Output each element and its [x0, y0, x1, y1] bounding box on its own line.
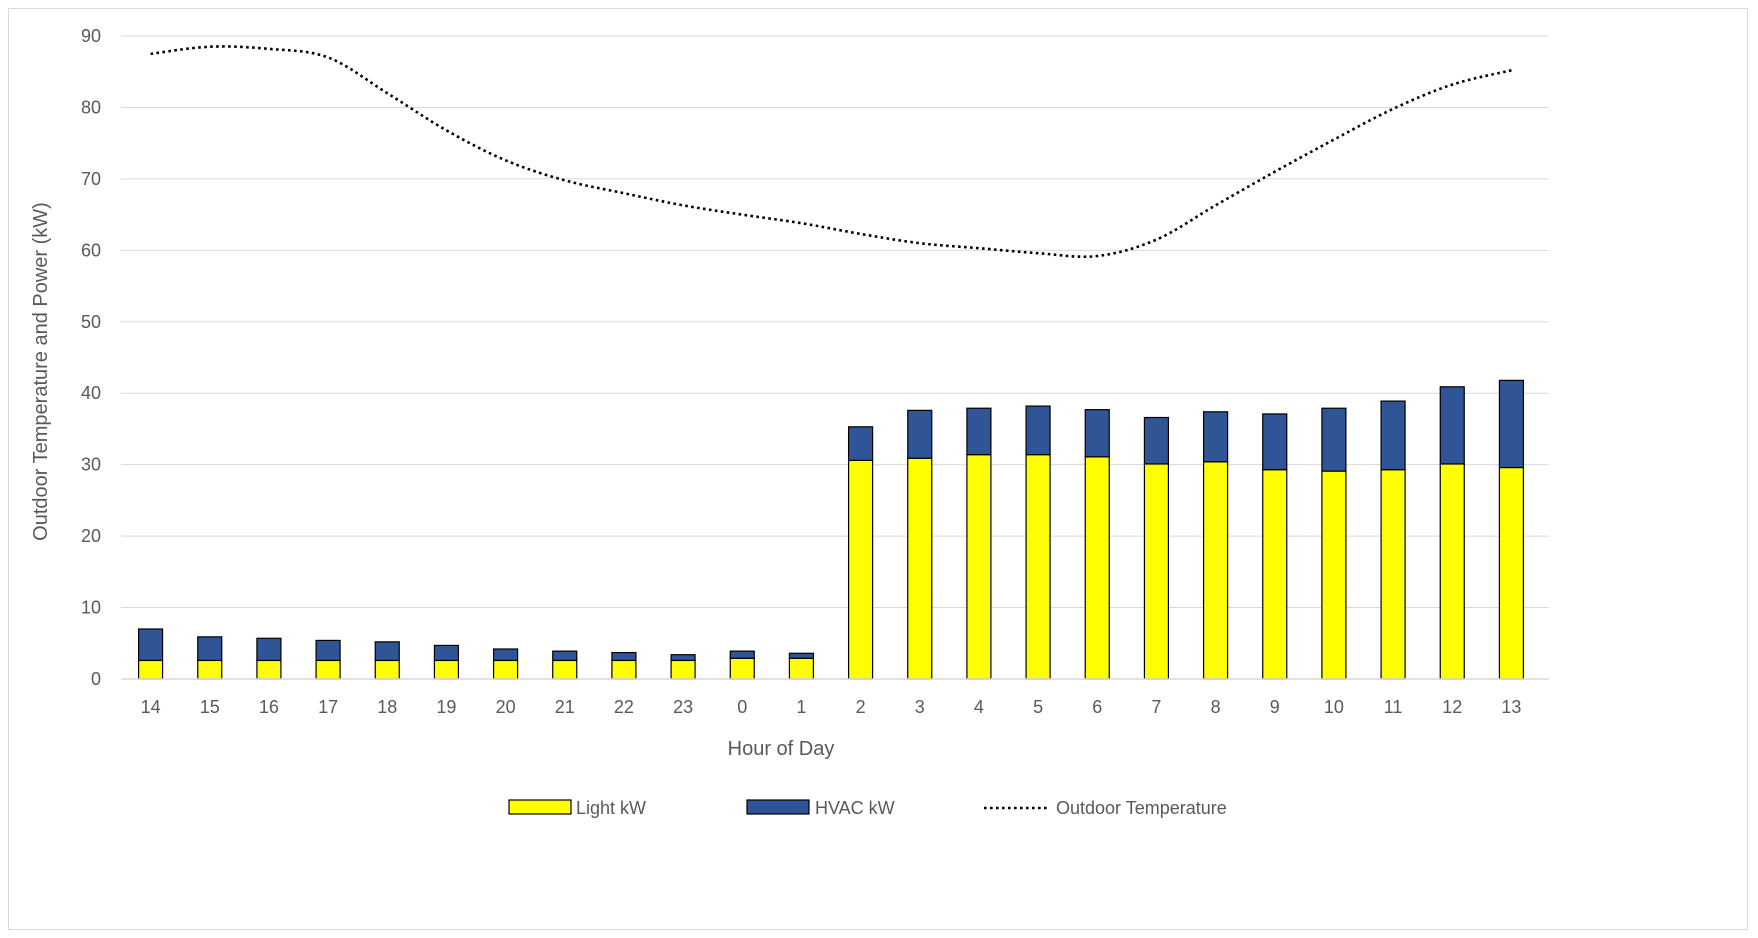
bar-hvac-kw: [966, 407, 992, 456]
y-tick-label: 0: [91, 669, 101, 689]
bar-light-kw: [1380, 469, 1406, 680]
legend: Light kW HVAC kW Outdoor Temperature: [508, 798, 1227, 818]
x-tick-label: 11: [1384, 697, 1403, 717]
bar-hvac-kw: [1143, 416, 1170, 465]
bar-light-kw: [256, 659, 282, 680]
x-tick-label: 3: [915, 697, 925, 717]
y-axis-ticks: 0 10 20 30 40 50 60 70 80 90: [81, 26, 101, 689]
y-tick-label: 40: [81, 383, 101, 403]
bar-light-kw: [315, 659, 341, 680]
y-axis-title: Outdoor Temperature and Power (kW): [30, 202, 52, 541]
y-tick-label: 80: [81, 97, 101, 117]
x-tick-label: 2: [856, 697, 866, 717]
bar-light-kw: [1439, 463, 1465, 680]
bar-hvac-kw: [907, 409, 933, 459]
bar-light-kw: [1321, 470, 1347, 680]
x-tick-label: 6: [1092, 697, 1102, 717]
x-tick-label: 22: [614, 697, 634, 717]
x-tick-label: 1: [796, 697, 806, 717]
y-tick-label: 60: [81, 240, 101, 260]
bar-hvac-kw: [315, 639, 341, 662]
bar-light-kw: [966, 454, 992, 680]
bar-light-kw: [788, 657, 815, 680]
bar-light-kw: [907, 457, 933, 680]
x-tick-label: 20: [496, 697, 516, 717]
bar-hvac-kw: [256, 637, 282, 662]
bar-light-kw: [1202, 461, 1229, 680]
y-tick-label: 10: [81, 598, 101, 618]
bar-light-kw: [729, 657, 755, 680]
x-tick-label: 7: [1151, 697, 1161, 717]
temperature-line: [150, 45, 1512, 259]
bar-hvac-kw: [611, 651, 637, 662]
bar-light-kw: [1025, 454, 1051, 680]
chart-frame: 0 10 20 30 40 50 60 70 80 90 14 15 16 17 18 19 20 21 22 23…: [8, 8, 1748, 930]
bar-hvac-kw: [1025, 405, 1051, 456]
bar-hvac-kw: [492, 648, 519, 662]
y-tick-label: 30: [81, 455, 101, 475]
x-tick-label: 16: [259, 697, 279, 717]
legend-swatch-light-kw: [508, 799, 572, 815]
x-tick-label: 9: [1270, 697, 1280, 717]
bar-light-kw: [552, 659, 578, 680]
bar-light-kw: [197, 659, 223, 680]
bar-hvac-kw: [1262, 413, 1288, 471]
bar-hvac-kw: [197, 636, 223, 662]
bar-hvac-kw: [1321, 407, 1347, 472]
x-tick-label: 5: [1033, 697, 1043, 717]
y-tick-label: 50: [81, 312, 101, 332]
x-tick-label: 23: [673, 697, 693, 717]
bar-hvac-kw: [1439, 386, 1465, 465]
bar-hvac-kw: [374, 641, 400, 662]
x-tick-label: 14: [141, 697, 161, 717]
bar-light-kw: [1084, 456, 1110, 680]
bar-light-kw: [1143, 463, 1170, 680]
bar-hvac-kw: [1380, 400, 1406, 471]
bar-hvac-kw: [1498, 379, 1525, 469]
bar-light-kw: [374, 659, 400, 680]
x-tick-label: 18: [377, 697, 397, 717]
bar-hvac-kw: [1202, 411, 1229, 463]
x-tick-label: 21: [555, 697, 575, 717]
bars: [137, 379, 1525, 680]
x-tick-label: 10: [1324, 697, 1344, 717]
bar-hvac-kw: [433, 644, 460, 662]
bar-light-kw: [670, 659, 696, 680]
y-tick-label: 90: [81, 26, 101, 46]
bar-hvac-kw: [847, 426, 874, 461]
bar-light-kw: [1498, 466, 1525, 680]
bar-light-kw: [433, 659, 460, 680]
x-tick-label: 13: [1501, 697, 1521, 717]
x-tick-label: 0: [737, 697, 747, 717]
legend-label-outdoor-temperature: Outdoor Temperature: [1056, 798, 1227, 818]
bar-hvac-kw: [552, 650, 578, 662]
bar-light-kw: [847, 459, 874, 680]
legend-label-light-kw: Light kW: [576, 798, 646, 818]
bar-light-kw: [611, 659, 637, 680]
bar-light-kw: [1262, 469, 1288, 680]
legend-swatch-hvac-kw: [746, 799, 810, 815]
x-tick-label: 4: [974, 697, 984, 717]
bar-light-kw: [492, 659, 519, 680]
bar-hvac-kw: [670, 654, 696, 662]
bar-hvac-kw: [1084, 409, 1110, 458]
y-tick-label: 70: [81, 169, 101, 189]
x-axis-ticks: 14 15 16 17 18 19 20 21 22 23 0 1 2 3 4 5 6 7 8 9 10 11 12 13: [141, 697, 1522, 717]
x-tick-label: 15: [200, 697, 220, 717]
y-tick-label: 20: [81, 526, 101, 546]
x-tick-label: 12: [1442, 697, 1462, 717]
bar-light-kw: [137, 659, 164, 680]
x-tick-label: 17: [318, 697, 338, 717]
x-axis-title: Hour of Day: [728, 738, 835, 760]
bar-hvac-kw: [729, 650, 755, 659]
x-tick-label: 8: [1211, 697, 1221, 717]
legend-label-hvac-kw: HVAC kW: [815, 798, 895, 818]
bar-hvac-kw: [137, 628, 164, 662]
gridlines: [121, 35, 1549, 609]
temperature-line-layer: [150, 45, 1512, 259]
bar-hvac-kw: [788, 652, 815, 659]
x-tick-label: 19: [436, 697, 456, 717]
